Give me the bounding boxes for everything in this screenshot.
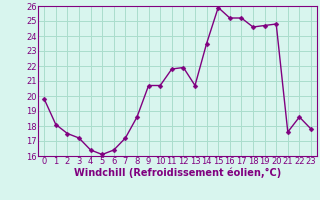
- X-axis label: Windchill (Refroidissement éolien,°C): Windchill (Refroidissement éolien,°C): [74, 168, 281, 178]
